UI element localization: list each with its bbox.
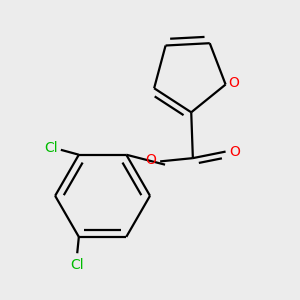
Text: O: O bbox=[228, 76, 239, 90]
Text: O: O bbox=[229, 145, 240, 159]
Text: Cl: Cl bbox=[70, 258, 84, 272]
Text: Cl: Cl bbox=[44, 141, 58, 155]
Text: O: O bbox=[145, 153, 156, 167]
